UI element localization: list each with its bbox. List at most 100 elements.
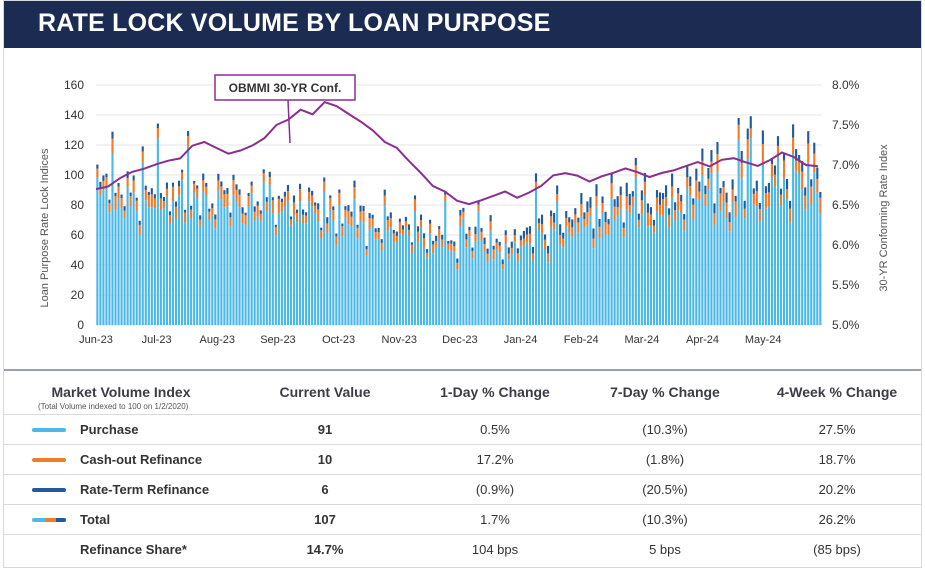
purchase-bar [767, 206, 770, 325]
cashout-bar [537, 222, 541, 231]
purchase-bar [507, 259, 510, 325]
purchase-bar [129, 206, 132, 325]
cashout-bar [631, 196, 634, 206]
cashout-bar [755, 191, 758, 207]
rateterm-bar [256, 201, 259, 206]
cashout-bar [380, 242, 383, 251]
rateterm-bar [583, 212, 586, 220]
cashout-bar [782, 160, 786, 179]
rateterm-bar [129, 192, 132, 197]
rateterm-bar [655, 190, 659, 198]
rateterm-bar [416, 226, 420, 232]
rateterm-bar [689, 176, 692, 187]
rateterm-bar [513, 229, 516, 236]
cashout-bar [707, 178, 710, 190]
cashout-bar [698, 191, 701, 200]
purchase-bar [444, 201, 447, 325]
purchase-bar [468, 236, 471, 325]
rateterm-bar [190, 205, 193, 210]
cashout-bar [776, 145, 780, 158]
rateterm-bar [758, 202, 761, 209]
purchase-bar [477, 211, 480, 325]
cashout-bar [586, 212, 589, 225]
purchase-bar [677, 209, 680, 325]
purchase-bar [674, 220, 677, 325]
purchase-bar [356, 238, 359, 325]
rateterm-bar [459, 209, 462, 216]
rateterm-bar [374, 228, 377, 233]
rateterm-bar [592, 228, 595, 239]
purchase-bar [568, 232, 571, 325]
purchase-bar [480, 240, 483, 325]
cashout-bar [368, 218, 371, 230]
purchase-bar [559, 244, 562, 325]
annotation-label: OBMMI 30-YR Conf. [229, 81, 342, 95]
rateterm-bar [698, 181, 701, 192]
purchase-bar [416, 242, 420, 325]
cashout-bar [277, 198, 280, 214]
rateterm-bar [779, 188, 783, 195]
cashout-bar [477, 204, 480, 212]
rateterm-bar [132, 175, 135, 181]
rateterm-bar [184, 209, 187, 213]
cashout-bar [544, 239, 547, 250]
cashout-bar [507, 253, 510, 260]
rateterm-bar [707, 167, 710, 179]
cashout-bar [311, 195, 314, 207]
rateterm-bar [652, 219, 656, 226]
x-tick-label: Nov-23 [382, 334, 417, 346]
cashout-bar [314, 205, 317, 214]
purchase-bar [749, 138, 752, 325]
rateterm-bar [150, 188, 153, 195]
rate-line [95, 100, 819, 206]
purchase-bar [371, 226, 374, 325]
rateterm-bar [438, 226, 441, 230]
purchase-bar [565, 226, 568, 325]
rateterm-bar [637, 213, 640, 220]
rateterm-bar [595, 184, 598, 197]
total-4week: 26.2% [818, 512, 856, 527]
rateterm-bar [250, 181, 253, 186]
rateterm-bar [289, 216, 293, 220]
table-header-4week: 4-Week % Change [776, 384, 898, 400]
cashout-bar [571, 227, 574, 237]
x-axis: Jun-23 Jul-23 Aug-23 Sep-23 Oct-23 Nov-23 Dec-… [79, 334, 781, 346]
rateterm-bar [553, 212, 556, 223]
purchase-bar [695, 197, 698, 325]
x-tick-label: Apr-24 [686, 334, 719, 346]
rateterm-bar [147, 191, 150, 196]
rateterm-bar [117, 182, 120, 187]
rateterm-value: 6 [321, 482, 329, 497]
rateterm-bar [235, 184, 238, 190]
purchase-bar [731, 201, 734, 325]
x-tick-label: Mar-24 [624, 334, 659, 346]
purchase-bar [156, 138, 159, 325]
purchase-bar [528, 243, 531, 325]
cashout-swatch [32, 458, 66, 462]
rateterm-bar [737, 117, 740, 125]
purchase-bar [320, 238, 323, 325]
cashout-bar [722, 187, 725, 202]
cashout-bar [740, 162, 743, 179]
purchase-bar [114, 209, 117, 325]
rateterm-bar [356, 224, 359, 228]
purchase-bar [474, 241, 477, 325]
cashout-value: 10 [317, 452, 333, 467]
cashout-bar [556, 194, 559, 202]
rateterm-bar [162, 197, 165, 202]
cashout-bar [534, 181, 538, 189]
cashout-bar [695, 180, 698, 198]
cashout-bar [486, 253, 489, 262]
purchase-bar [583, 227, 586, 325]
rateterm-bar [262, 169, 265, 174]
cashout-bar [193, 183, 196, 192]
rateterm-bar [205, 182, 208, 187]
rateterm-bar [480, 227, 483, 232]
rateterm-bar [350, 211, 353, 217]
cashout-bar [625, 196, 628, 210]
purchase-bar [117, 198, 120, 325]
purchase-bar [404, 227, 407, 325]
rateterm-bar [311, 190, 314, 196]
annotation-box: OBMMI 30-YR Conf. [214, 74, 356, 144]
rateterm-bar [752, 188, 755, 194]
